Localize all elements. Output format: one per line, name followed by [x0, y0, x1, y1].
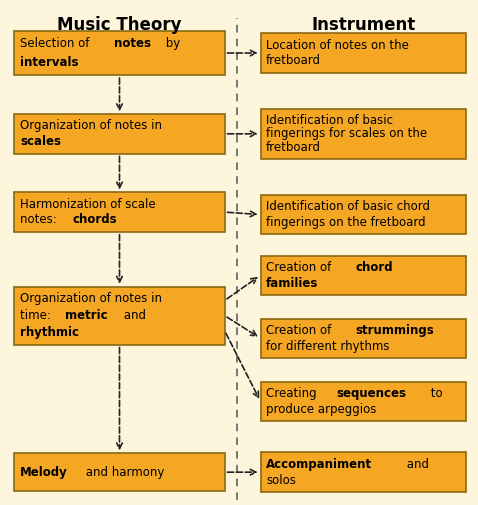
Text: families: families [266, 277, 319, 289]
Text: notes:: notes: [20, 214, 61, 226]
Text: strummings: strummings [355, 324, 434, 337]
Text: notes: notes [114, 37, 152, 50]
Text: fingerings for scales on the: fingerings for scales on the [266, 127, 427, 140]
Text: Melody: Melody [20, 466, 68, 479]
Text: Accompaniment: Accompaniment [266, 458, 372, 471]
Text: and: and [403, 458, 429, 471]
Text: for different rhythms: for different rhythms [266, 340, 390, 352]
Text: fretboard: fretboard [266, 141, 321, 154]
Text: Selection of: Selection of [20, 37, 93, 50]
Bar [261, 33, 466, 73]
Text: Identification of basic chord: Identification of basic chord [266, 200, 430, 213]
Bar [261, 256, 466, 295]
Text: Creation of: Creation of [266, 324, 335, 337]
Bar [261, 382, 466, 421]
Text: Organization of notes in: Organization of notes in [20, 120, 162, 132]
Text: by: by [162, 37, 180, 50]
Bar [14, 31, 225, 75]
Text: Identification of basic: Identification of basic [266, 114, 393, 127]
Text: and: and [120, 309, 146, 322]
Text: Creating: Creating [266, 387, 321, 400]
Bar [14, 114, 225, 154]
Bar [14, 287, 225, 344]
Bar [14, 453, 225, 491]
Text: fretboard: fretboard [266, 55, 321, 67]
Bar [261, 319, 466, 358]
Text: and harmony: and harmony [82, 466, 164, 479]
Text: Location of notes on the: Location of notes on the [266, 39, 409, 52]
Text: intervals: intervals [20, 56, 78, 69]
Bar [261, 195, 466, 234]
Text: chord: chord [355, 261, 393, 274]
Text: scales: scales [20, 135, 61, 148]
Text: rhythmic: rhythmic [20, 326, 79, 339]
Text: sequences: sequences [337, 387, 406, 400]
Text: Organization of notes in: Organization of notes in [20, 292, 162, 306]
Text: Creation of: Creation of [266, 261, 335, 274]
Bar [14, 192, 225, 232]
Text: fingerings on the fretboard: fingerings on the fretboard [266, 216, 426, 229]
Text: Music Theory: Music Theory [57, 16, 182, 34]
Text: to: to [427, 387, 442, 400]
Bar [261, 109, 466, 159]
Text: Harmonization of scale: Harmonization of scale [20, 198, 156, 211]
Bar [261, 452, 466, 492]
Text: time:: time: [20, 309, 54, 322]
Text: produce arpeggios: produce arpeggios [266, 403, 377, 416]
Text: chords: chords [72, 214, 117, 226]
Text: Instrument: Instrument [311, 16, 415, 34]
Text: metric: metric [65, 309, 108, 322]
Text: solos: solos [266, 474, 296, 486]
